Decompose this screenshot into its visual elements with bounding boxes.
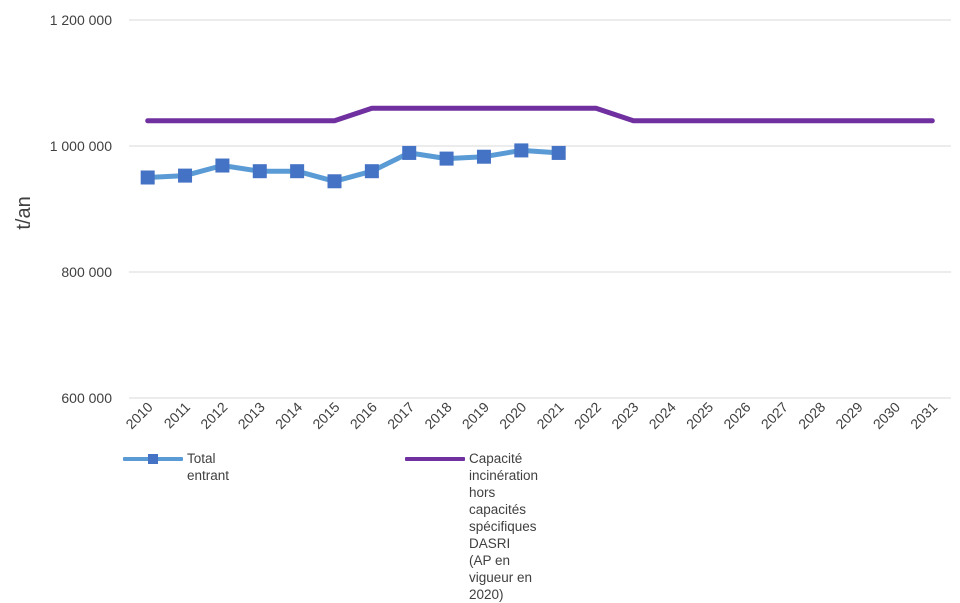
x-axis-tick-labels: 2010 2011 2012 2013 2014 2015 2016 2017 2018 2019… — [122, 399, 940, 432]
data-point-total-entrant — [364, 164, 379, 179]
legend-label-capacite: Capacité incinération hors capacités spé… — [469, 451, 539, 551]
x-tick-label: 2030 — [870, 399, 903, 432]
x-tick-label: 2015 — [309, 399, 342, 432]
legend-swatch-capacite — [405, 450, 465, 467]
y-tick-label: 600 000 — [61, 390, 112, 406]
x-tick-label: 2028 — [795, 399, 828, 432]
data-point-total-entrant — [551, 145, 566, 160]
x-tick-label: 2027 — [758, 399, 791, 432]
data-point-total-entrant — [252, 164, 267, 179]
data-point-total-entrant — [178, 168, 193, 183]
data-point-total-entrant — [290, 164, 305, 179]
legend-line-capacite — [405, 457, 465, 461]
data-point-total-entrant — [439, 151, 454, 166]
x-tick-label: 2016 — [347, 399, 380, 432]
x-tick-label: 2014 — [272, 399, 305, 432]
legend-label-capacite-line2: (AP en vigueur en 2020) — [469, 553, 533, 602]
data-point-total-entrant — [327, 174, 342, 189]
series-line-capacite — [145, 105, 935, 124]
y-axis-tick-labels: 600 000 800 000 1 000 000 1 200 000 — [50, 12, 113, 406]
series-layer — [140, 105, 935, 189]
grid-lines — [129, 19, 951, 399]
x-tick-label: 2019 — [459, 399, 492, 432]
x-tick-label: 2024 — [646, 399, 679, 432]
y-axis-title: t/an — [13, 196, 35, 229]
legend-swatch-total-entrant — [123, 450, 183, 467]
legend-item-total-entrant: Total entrant — [123, 450, 229, 484]
data-point-total-entrant — [514, 143, 529, 158]
x-tick-label: 2012 — [197, 399, 230, 432]
data-point-total-entrant — [140, 170, 155, 185]
y-tick-label: 1 200 000 — [50, 12, 112, 28]
x-tick-label: 2022 — [571, 399, 604, 432]
x-tick-label: 2029 — [832, 399, 865, 432]
x-tick-label: 2023 — [608, 399, 641, 432]
x-tick-label: 2017 — [384, 399, 417, 432]
data-point-total-entrant — [476, 149, 491, 164]
data-point-total-entrant — [402, 145, 417, 160]
line-chart: 600 000 800 000 1 000 000 1 200 000 t/an 20… — [13, 12, 951, 432]
series-line-total-entrant — [145, 147, 562, 184]
y-tick-label: 800 000 — [61, 264, 112, 280]
legend-marker-square-icon — [148, 454, 158, 464]
x-tick-label: 2020 — [496, 399, 529, 432]
x-tick-label: 2013 — [235, 399, 268, 432]
legend-item-capacite: Capacité incinération hors capacités spé… — [405, 450, 538, 603]
y-tick-label: 1 000 000 — [50, 138, 112, 154]
x-tick-label: 2018 — [421, 399, 454, 432]
x-tick-label: 2011 — [161, 399, 194, 432]
legend-label-total-entrant: Total entrant — [187, 451, 230, 483]
x-tick-label: 2031 — [907, 399, 940, 432]
x-tick-label: 2025 — [683, 399, 716, 432]
x-tick-label: 2026 — [720, 399, 753, 432]
x-tick-label: 2010 — [122, 399, 155, 432]
data-point-total-entrant — [215, 158, 230, 173]
x-tick-label: 2021 — [533, 399, 566, 432]
